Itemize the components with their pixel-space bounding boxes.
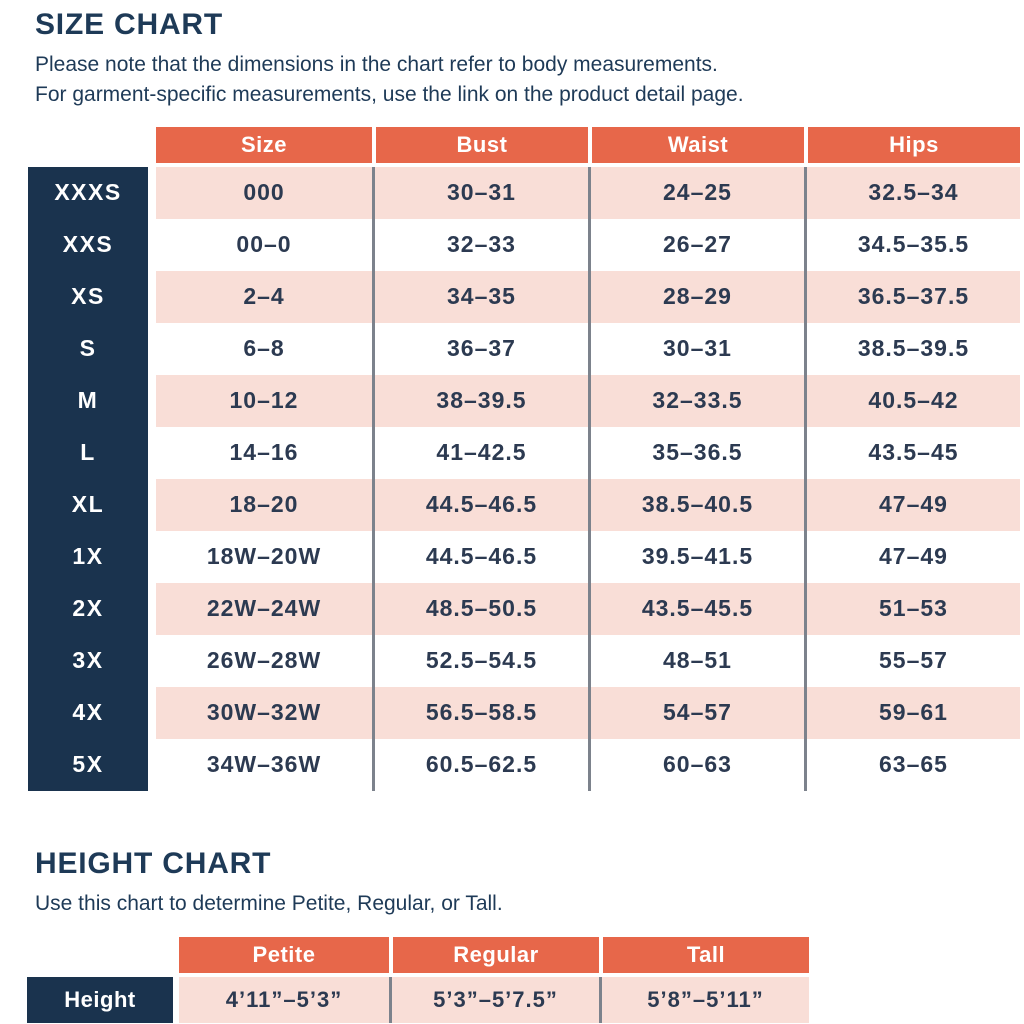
size-cell: 18–20 (156, 478, 372, 531)
size-row-label: M (28, 374, 148, 427)
size-cell: 10–12 (156, 374, 372, 427)
size-row-label: 2X (28, 582, 148, 635)
size-cell: 00–0 (156, 218, 372, 271)
hips-cell: 36.5–37.5 (804, 270, 1020, 323)
hips-cell: 43.5–45 (804, 426, 1020, 479)
table-row-5x: 5X 34W–36W 60.5–62.5 60–63 63–65 (28, 738, 1024, 791)
header-gap-spacer (148, 127, 156, 163)
bust-cell: 60.5–62.5 (372, 738, 588, 791)
height-chart-section: HEIGHT CHART Use this chart to determine… (0, 846, 1024, 1024)
waist-cell: 28–29 (588, 270, 804, 323)
table-row-4x: 4X 30W–32W 56.5–58.5 54–57 59–61 (28, 686, 1024, 739)
hips-cell: 40.5–42 (804, 374, 1020, 427)
bust-cell: 41–42.5 (372, 426, 588, 479)
size-row-label: L (28, 426, 148, 479)
size-cell: 22W–24W (156, 582, 372, 635)
size-cell: 6–8 (156, 322, 372, 375)
table-row-xs: XS 2–4 34–35 28–29 36.5–37.5 (28, 270, 1024, 323)
size-cell: 14–16 (156, 426, 372, 479)
bust-cell: 44.5–46.5 (372, 478, 588, 531)
size-row-label: S (28, 322, 148, 375)
hips-cell: 47–49 (804, 478, 1020, 531)
hips-cell: 38.5–39.5 (804, 322, 1020, 375)
table-row-m: M 10–12 38–39.5 32–33.5 40.5–42 (28, 374, 1024, 427)
size-row-label: 3X (28, 634, 148, 687)
table-row-xl: XL 18–20 44.5–46.5 38.5–40.5 47–49 (28, 478, 1024, 531)
size-chart-note-line2: For garment-specific measurements, use t… (35, 83, 744, 107)
table-row-s: S 6–8 36–37 30–31 38.5–39.5 (28, 322, 1024, 375)
header-label-spacer (27, 937, 173, 973)
bust-cell: 56.5–58.5 (372, 686, 588, 739)
hips-cell: 63–65 (804, 738, 1020, 791)
height-table: Petite Regular Tall Height 4’11”–5’3” 5’… (27, 937, 1024, 1024)
table-row-2x: 2X 22W–24W 48.5–50.5 43.5–45.5 51–53 (28, 582, 1024, 635)
column-header-tall: Tall (599, 937, 809, 974)
size-table-header: Size Bust Waist Hips (28, 126, 1024, 163)
column-header-regular: Regular (389, 937, 599, 974)
bust-cell: 30–31 (372, 166, 588, 219)
hips-cell: 47–49 (804, 530, 1020, 583)
tall-value: 5’8”–5’11” (599, 977, 809, 1024)
size-row-label: 1X (28, 530, 148, 583)
size-chart-title: SIZE CHART (35, 8, 223, 41)
size-cell: 18W–20W (156, 530, 372, 583)
waist-cell: 24–25 (588, 166, 804, 219)
hips-cell: 51–53 (804, 582, 1020, 635)
waist-cell: 35–36.5 (588, 426, 804, 479)
height-chart-title: HEIGHT CHART (35, 846, 272, 880)
column-header-waist: Waist (588, 126, 804, 163)
size-row-label: XS (28, 270, 148, 323)
waist-cell: 26–27 (588, 218, 804, 271)
bust-cell: 34–35 (372, 270, 588, 323)
size-row-label: XXS (28, 218, 148, 271)
hips-cell: 55–57 (804, 634, 1020, 687)
height-table-header: Petite Regular Tall (27, 937, 1024, 974)
hips-cell: 32.5–34 (804, 166, 1020, 219)
height-table-row: Height 4’11”–5’3” 5’3”–5’7.5” 5’8”–5’11” (27, 977, 1024, 1024)
column-header-petite: Petite (179, 937, 389, 974)
size-cell: 34W–36W (156, 738, 372, 791)
size-cell: 2–4 (156, 270, 372, 323)
waist-cell: 39.5–41.5 (588, 530, 804, 583)
bust-cell: 38–39.5 (372, 374, 588, 427)
column-header-size: Size (156, 126, 372, 163)
size-cell: 30W–32W (156, 686, 372, 739)
bust-cell: 44.5–46.5 (372, 530, 588, 583)
bust-cell: 36–37 (372, 322, 588, 375)
size-cell: 26W–28W (156, 634, 372, 687)
waist-cell: 30–31 (588, 322, 804, 375)
size-table: Size Bust Waist Hips XXXS 000 30–31 24–2… (28, 126, 1024, 791)
size-cell: 000 (156, 166, 372, 219)
column-header-bust: Bust (372, 126, 588, 163)
height-row-label: Height (27, 977, 173, 1024)
table-row-xxxs: XXXS 000 30–31 24–25 32.5–34 (28, 166, 1024, 219)
regular-value: 5’3”–5’7.5” (389, 977, 599, 1024)
size-row-label: XL (28, 478, 148, 531)
size-row-label: XXXS (28, 166, 148, 219)
height-chart-note: Use this chart to determine Petite, Regu… (35, 891, 503, 915)
waist-cell: 43.5–45.5 (588, 582, 804, 635)
bust-cell: 48.5–50.5 (372, 582, 588, 635)
bust-cell: 32–33 (372, 218, 588, 271)
table-row-l: L 14–16 41–42.5 35–36.5 43.5–45 (28, 426, 1024, 479)
size-chart-note: Please note that the dimensions in the c… (35, 50, 1024, 111)
bust-cell: 52.5–54.5 (372, 634, 588, 687)
waist-cell: 60–63 (588, 738, 804, 791)
table-row-xxs: XXS 00–0 32–33 26–27 34.5–35.5 (28, 218, 1024, 271)
table-row-3x: 3X 26W–28W 52.5–54.5 48–51 55–57 (28, 634, 1024, 687)
hips-cell: 59–61 (804, 686, 1020, 739)
hips-cell: 34.5–35.5 (804, 218, 1020, 271)
table-row-1x: 1X 18W–20W 44.5–46.5 39.5–41.5 47–49 (28, 530, 1024, 583)
waist-cell: 48–51 (588, 634, 804, 687)
size-row-label: 4X (28, 686, 148, 739)
waist-cell: 38.5–40.5 (588, 478, 804, 531)
column-header-hips: Hips (804, 126, 1020, 163)
petite-value: 4’11”–5’3” (179, 977, 389, 1024)
size-chart-note-line1: Please note that the dimensions in the c… (35, 53, 718, 76)
size-row-label: 5X (28, 738, 148, 791)
header-label-spacer (28, 127, 148, 163)
waist-cell: 54–57 (588, 686, 804, 739)
waist-cell: 32–33.5 (588, 374, 804, 427)
